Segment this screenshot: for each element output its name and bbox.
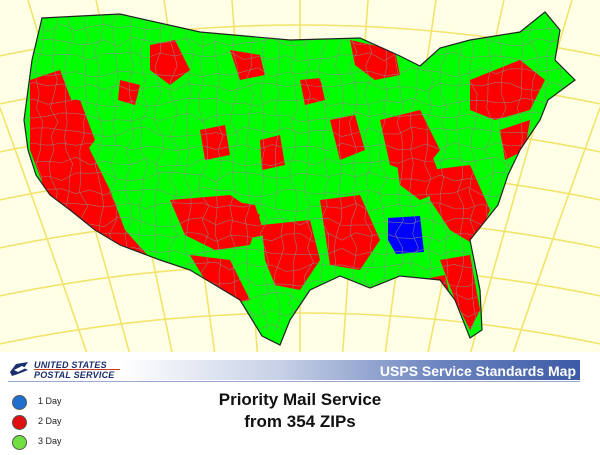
zip-boundary-line <box>24 36 575 48</box>
header-band <box>120 360 580 380</box>
header-divider <box>8 381 580 382</box>
logo-underline <box>34 368 124 370</box>
zip-boundary-line <box>423 12 435 333</box>
service-standards-map <box>0 0 600 352</box>
zip-boundary-line <box>24 97 575 107</box>
zip-boundary-line <box>24 202 575 212</box>
one-day-region <box>388 216 424 254</box>
legend-label-1-day: 1 Day <box>38 396 62 406</box>
zip-boundary-line <box>24 66 575 78</box>
logo-line-2: POSTAL SERVICE <box>34 370 115 380</box>
legend-dot-3-day <box>12 435 27 450</box>
zip-boundary-line <box>454 12 464 333</box>
zip-boundary-line <box>24 51 575 62</box>
usps-logo: UNITED STATES POSTAL SERVICE <box>8 358 124 380</box>
zip-boundary-line <box>244 12 255 333</box>
header-title: USPS Service Standards Map <box>379 363 576 379</box>
map-footer: UNITED STATES POSTAL SERVICE USPS Servic… <box>0 352 600 455</box>
zip-boundary-line <box>288 12 300 333</box>
zip-boundary-line <box>303 12 314 333</box>
zip-boundary-line <box>229 12 240 333</box>
map-title-line-1: Priority Mail Service <box>218 390 382 409</box>
zip-boundary-line <box>24 186 575 198</box>
legend-label-2-day: 2 Day <box>38 416 62 426</box>
eagle-logo-icon <box>10 362 28 376</box>
zip-boundary-line <box>259 12 270 333</box>
zip-boundary-line <box>439 12 449 333</box>
zip-boundary-line <box>24 141 575 152</box>
zip-boundary-line <box>273 12 285 333</box>
zip-boundary-line <box>468 12 478 333</box>
map-title-line-2: from 354 ZIPs <box>244 412 356 431</box>
zip-boundary-line <box>24 171 575 183</box>
graticule-longitude-line <box>512 105 600 352</box>
zip-boundary-line <box>349 12 360 333</box>
zip-boundary-line <box>24 156 575 168</box>
logo-line-1: UNITED STATES <box>34 360 107 370</box>
legend-dot-1-day <box>12 395 27 410</box>
zip-boundary-line <box>214 12 224 333</box>
zip-boundary-line <box>378 12 390 333</box>
zip-boundary-line <box>24 81 575 92</box>
graticule-longitude-line <box>0 105 88 352</box>
zip-boundary-line <box>363 12 374 333</box>
legend-dot-2-day <box>12 415 27 430</box>
zip-boundary-line <box>319 12 330 333</box>
zip-boundary-line <box>24 126 575 138</box>
legend-label-3-day: 3 Day <box>38 436 62 446</box>
